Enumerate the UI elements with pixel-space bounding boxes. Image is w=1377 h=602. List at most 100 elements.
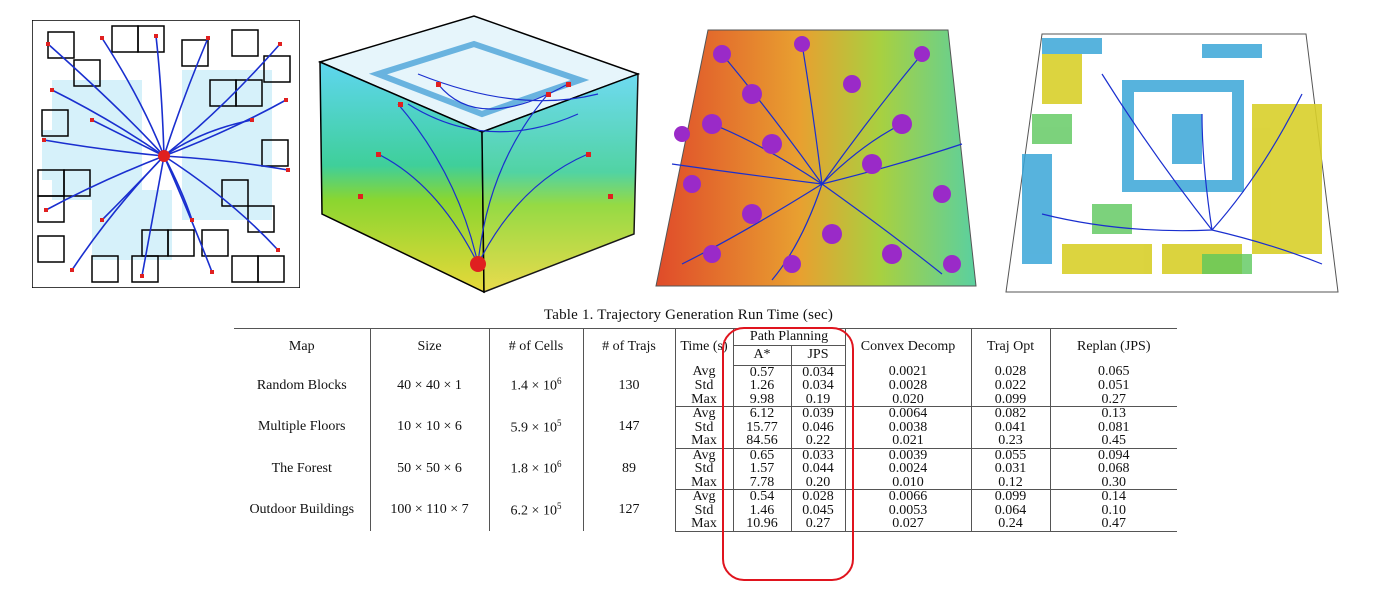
cell-map: The Forest bbox=[271, 460, 332, 476]
cell-size: 100 × 110 × 7 bbox=[369, 489, 489, 531]
cell-stat: Avg bbox=[674, 365, 733, 379]
figure-random-blocks bbox=[32, 20, 300, 288]
cells-base: 5.9 × 10 bbox=[510, 420, 557, 436]
table-row: Std 1.26 0.034 0.0028 0.022 0.051 bbox=[234, 379, 1177, 393]
cell-stat: Max bbox=[674, 517, 733, 532]
cell-stat: Std bbox=[674, 462, 733, 476]
cell-convex: 0.0024 bbox=[844, 462, 971, 476]
runtime-table: Map Size # of Cells # of Trajs Time (s) … bbox=[234, 327, 1177, 532]
cell-convex: 0.0028 bbox=[844, 379, 971, 393]
table-row: Random Blocks 40 × 40 × 1 1.4 × 106 130 Avg 0… bbox=[234, 365, 1177, 407]
cell-jps: 0.039 bbox=[790, 406, 845, 421]
table-row: Max 9.98 0.19 0.020 0.099 0.27 bbox=[234, 392, 1177, 407]
cell-replan: 0.13 bbox=[1049, 406, 1177, 421]
cell-replan: 0.065 bbox=[1049, 365, 1177, 379]
cell-map: Multiple Floors bbox=[257, 419, 346, 435]
cell-astar: 1.26 bbox=[732, 379, 791, 393]
header-size: Size bbox=[369, 328, 489, 365]
cell-convex: 0.0064 bbox=[844, 406, 971, 421]
cell-stat: Std bbox=[674, 503, 733, 517]
cell-cells: 1.8 × 106 bbox=[488, 448, 583, 490]
cell-stat: Max bbox=[674, 392, 733, 407]
cell-jps: 0.20 bbox=[790, 475, 845, 490]
cell-trajopt: 0.099 bbox=[970, 392, 1050, 407]
cell-trajs: 130 bbox=[582, 365, 675, 407]
cell-jps: 0.044 bbox=[790, 462, 845, 476]
header-convex-decomp: Convex Decomp bbox=[844, 328, 971, 365]
cell-replan: 0.081 bbox=[1049, 420, 1177, 434]
cell-replan: 0.45 bbox=[1049, 434, 1177, 449]
cell-trajopt: 0.23 bbox=[970, 434, 1050, 449]
cell-jps: 0.046 bbox=[790, 420, 845, 434]
cell-map: Outdoor Buildings bbox=[249, 502, 355, 518]
cell-stat: Avg bbox=[674, 406, 733, 421]
cell-cells: 5.9 × 105 bbox=[488, 406, 583, 448]
cell-jps: 0.045 bbox=[790, 503, 845, 517]
header-map: Map bbox=[234, 328, 370, 365]
cell-astar: 1.57 bbox=[732, 462, 791, 476]
figure-multiple-floors bbox=[318, 14, 642, 294]
table-row: Multiple Floors 10 × 10 × 6 5.9 × 105 147 Av… bbox=[234, 406, 1177, 448]
cell-jps: 0.22 bbox=[790, 434, 845, 449]
cell-jps: 0.028 bbox=[790, 489, 845, 504]
cell-astar: 1.46 bbox=[732, 503, 791, 517]
table-row: Std 1.46 0.045 0.0053 0.064 0.10 bbox=[234, 503, 1177, 517]
cells-exponent: 6 bbox=[556, 459, 562, 470]
cell-size: 40 × 40 × 1 bbox=[369, 365, 489, 407]
cell-stat: Avg bbox=[674, 489, 733, 504]
cell-replan: 0.094 bbox=[1049, 448, 1177, 462]
cells-base: 1.8 × 10 bbox=[510, 462, 557, 478]
cell-cells: 1.4 × 106 bbox=[488, 365, 583, 407]
cell-jps: 0.27 bbox=[790, 517, 845, 532]
cell-trajs: 127 bbox=[582, 489, 675, 531]
cell-trajopt: 0.028 bbox=[970, 365, 1050, 379]
cell-replan: 0.10 bbox=[1049, 503, 1177, 517]
cell-replan: 0.14 bbox=[1049, 489, 1177, 504]
cell-map: Random Blocks bbox=[256, 377, 347, 393]
cell-convex: 0.0038 bbox=[844, 420, 971, 434]
table-row: Max 84.56 0.22 0.021 0.23 0.45 bbox=[234, 434, 1177, 449]
header-path-planning: Path Planning bbox=[732, 327, 845, 347]
cell-replan: 0.068 bbox=[1049, 462, 1177, 476]
cell-stat: Std bbox=[674, 379, 733, 393]
cell-convex: 0.027 bbox=[844, 517, 971, 532]
cell-stat: Avg bbox=[674, 448, 733, 462]
cell-size: 10 × 10 × 6 bbox=[369, 406, 489, 448]
table-row: Std 1.57 0.044 0.0024 0.031 0.068 bbox=[234, 462, 1177, 476]
cell-cells: 6.2 × 105 bbox=[488, 489, 583, 531]
cell-convex: 0.010 bbox=[844, 475, 971, 490]
table-row: Max 10.96 0.27 0.027 0.24 0.47 bbox=[234, 517, 1177, 532]
table-row: Outdoor Buildings 100 × 110 × 7 6.2 × 105 1… bbox=[234, 489, 1177, 531]
cell-trajopt: 0.24 bbox=[970, 517, 1050, 532]
table-caption: Table 1. Trajectory Generation Run Time … bbox=[543, 307, 834, 323]
cell-stat: Max bbox=[674, 475, 733, 490]
cells-exponent: 5 bbox=[556, 417, 562, 428]
cell-astar: 0.65 bbox=[732, 448, 791, 462]
highlight-path-planning bbox=[722, 327, 854, 581]
table-row: The Forest 50 × 50 × 6 1.8 × 106 89 Avg 0.65 0… bbox=[234, 448, 1177, 490]
cell-jps: 0.034 bbox=[790, 365, 845, 379]
header-traj-opt: Traj Opt bbox=[970, 328, 1050, 365]
cell-replan: 0.47 bbox=[1049, 517, 1177, 532]
table-row: Max 7.78 0.20 0.010 0.12 0.30 bbox=[234, 475, 1177, 490]
cell-convex: 0.0021 bbox=[844, 365, 971, 379]
cell-astar: 15.77 bbox=[732, 420, 791, 434]
cell-convex: 0.0066 bbox=[844, 489, 971, 504]
figure-the-forest bbox=[652, 14, 980, 294]
cell-jps: 0.19 bbox=[790, 392, 845, 407]
cell-stat: Std bbox=[674, 420, 733, 434]
cell-astar: 6.12 bbox=[732, 406, 791, 421]
header-cells: # of Cells bbox=[488, 328, 583, 365]
cell-astar: 7.78 bbox=[732, 475, 791, 490]
cell-convex: 0.021 bbox=[844, 434, 971, 449]
header-jps: JPS bbox=[790, 345, 845, 366]
cell-trajopt: 0.099 bbox=[970, 489, 1050, 504]
cell-replan: 0.30 bbox=[1049, 475, 1177, 490]
cell-astar: 0.57 bbox=[732, 365, 791, 379]
figure-outdoor-buildings bbox=[1002, 14, 1342, 294]
cell-replan: 0.27 bbox=[1049, 392, 1177, 407]
cells-base: 6.2 × 10 bbox=[510, 503, 557, 519]
cells-exponent: 5 bbox=[556, 500, 562, 511]
header-astar: A* bbox=[732, 345, 791, 366]
cell-stat: Max bbox=[674, 434, 733, 449]
